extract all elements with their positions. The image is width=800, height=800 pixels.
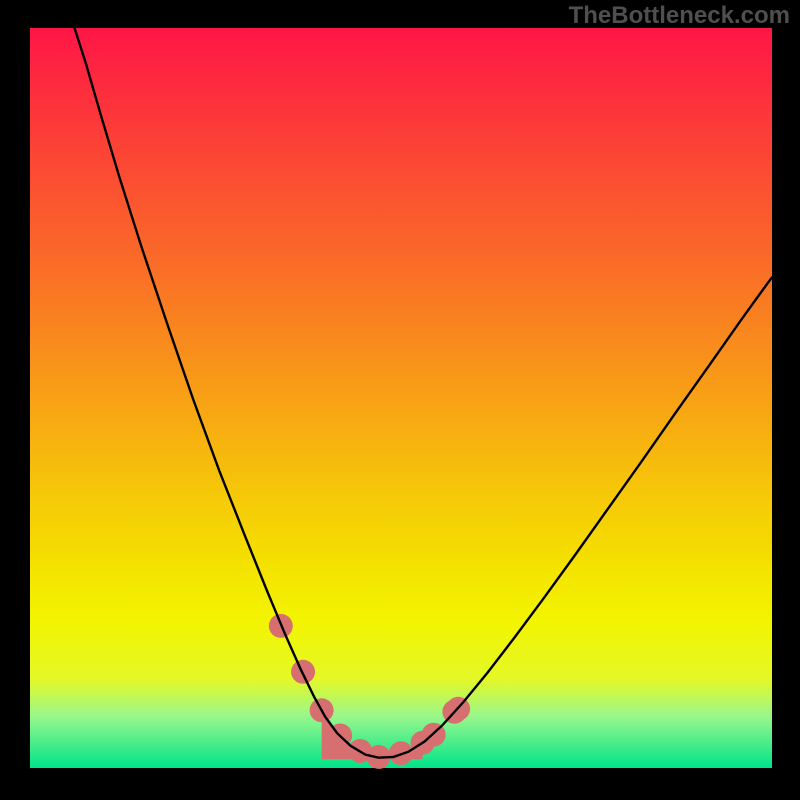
bottleneck-curve (75, 28, 772, 758)
marker-group (269, 614, 470, 769)
chart-frame: TheBottleneck.com (0, 0, 800, 800)
chart-svg-layer (0, 0, 800, 800)
watermark-text: TheBottleneck.com (569, 2, 790, 30)
